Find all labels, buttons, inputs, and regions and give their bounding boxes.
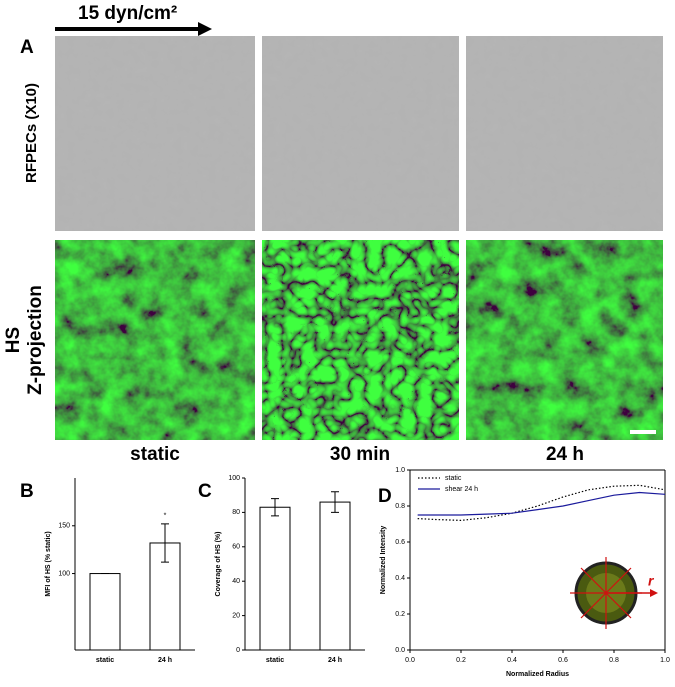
x-tick-label: 1.0 [660, 657, 670, 664]
y-tick-label: 150 [58, 523, 70, 530]
x-tick-label: 24 h [328, 657, 342, 664]
x-tick-label: 0.6 [558, 657, 568, 664]
x-axis-label: Normalized Radius [506, 671, 569, 678]
line [417, 491, 666, 516]
y-tick-label: 0 [236, 647, 240, 654]
legend-label: shear 24 h [445, 486, 478, 493]
flow-label: 15 dyn/cm² [78, 3, 177, 24]
y-axis-label: Normalized Intensity [380, 526, 387, 595]
y-tick-label: 0.2 [395, 611, 405, 618]
x-tick-label: 0.2 [456, 657, 466, 664]
x-tick-label: static [266, 657, 284, 664]
y-tick-label: 0.0 [395, 647, 405, 654]
arrow-head [198, 22, 212, 36]
y-tick-label: 20 [232, 612, 240, 619]
error-bar [161, 523, 169, 563]
error-bar [331, 491, 339, 513]
y-tick-label: 1.0 [395, 467, 405, 474]
panel-label: D [378, 486, 392, 507]
image [262, 36, 459, 231]
y-tick-label: 80 [232, 509, 240, 516]
y-axis-label: Coverage of HS (%) [215, 532, 222, 597]
image [262, 240, 459, 440]
y-tick-label: 100 [58, 570, 70, 577]
row-label: HS [3, 327, 24, 353]
image [55, 240, 255, 440]
y-tick-label: 40 [232, 578, 240, 585]
annotation: r [648, 573, 655, 589]
x-tick-label: static [96, 657, 114, 664]
x-tick-label: 24 h [158, 657, 172, 664]
legend-label: static [445, 475, 462, 482]
image [55, 36, 255, 231]
x-tick-label: 0.4 [507, 657, 517, 664]
panel-label: A [20, 37, 34, 58]
image [466, 36, 663, 231]
panel-label: C [198, 481, 212, 502]
column-label: 30 min [330, 444, 390, 465]
panel-label: B [20, 481, 34, 502]
bar [259, 506, 291, 651]
fluorescence-images [55, 240, 663, 440]
image [466, 240, 663, 440]
scale-bar [630, 430, 656, 434]
y-tick-label: 0.6 [395, 539, 405, 546]
y-tick-label: 100 [228, 475, 240, 482]
annotation: * [164, 513, 167, 520]
y-tick-label: 0.8 [395, 503, 405, 510]
y-tick-label: 0.4 [395, 575, 405, 582]
column-label: 24 h [546, 444, 584, 465]
error-bar [271, 498, 279, 517]
brightfield-images [55, 36, 663, 231]
x-tick-label: 0.0 [405, 657, 415, 664]
bar [319, 501, 351, 651]
column-label: static [130, 444, 180, 465]
bar [89, 573, 121, 651]
y-tick-label: 60 [232, 544, 240, 551]
cell-inset [570, 557, 658, 629]
row-label: Z-projection [25, 285, 46, 395]
x-tick-label: 0.8 [609, 657, 619, 664]
y-axis-label: MFI of HS (% static) [45, 531, 52, 596]
arrow-head [650, 589, 658, 597]
row-label: RFPECs (X10) [23, 83, 40, 183]
